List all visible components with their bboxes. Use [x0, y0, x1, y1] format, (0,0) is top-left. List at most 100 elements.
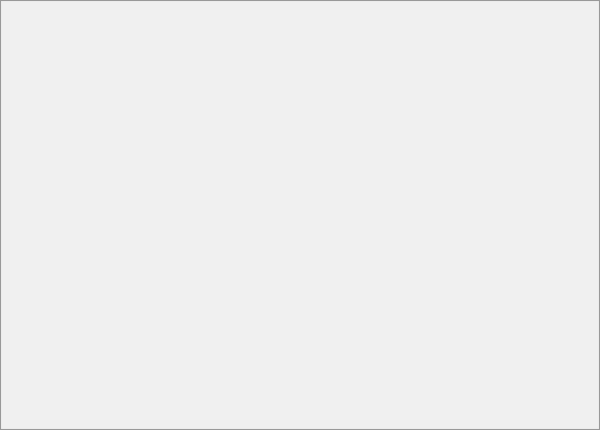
Bar — [1, 308, 581, 325]
Text: 1.070 V: 1.070 V — [393, 208, 438, 221]
Text: 1.05 W: 1.05 W — [232, 378, 274, 391]
Bar — [22, 244, 31, 253]
Text: Intel Core i3 8100: Intel Core i3 8100 — [38, 72, 143, 85]
Text: Core #2: Core #2 — [90, 310, 139, 323]
Text: 37 °C (98 °F): 37 °C (98 °F) — [232, 293, 309, 306]
Bar — [1, 393, 581, 410]
Bar — [7, 7, 23, 23]
Bar — [1, 240, 581, 257]
Text: 0.660 V: 0.660 V — [312, 208, 357, 221]
Bar — [22, 73, 34, 85]
Text: 0.662 V: 0.662 V — [232, 174, 277, 187]
Bar — [1, 274, 581, 291]
Bar — [582, 70, 600, 87]
Text: 0.665 V: 0.665 V — [232, 225, 277, 238]
Text: 0.01 W: 0.01 W — [312, 395, 353, 408]
Text: Max: Max — [393, 53, 418, 67]
Text: ▲: ▲ — [588, 74, 594, 83]
Text: 0.660 V: 0.660 V — [312, 191, 357, 204]
Bar — [1, 155, 581, 172]
Text: Uncore: Uncore — [90, 412, 131, 425]
Text: Core #0: Core #0 — [90, 276, 139, 289]
Bar — [582, 70, 600, 429]
Text: Tools: Tools — [80, 34, 109, 46]
Bar — [22, 346, 31, 355]
Bar — [583, 105, 599, 125]
Bar — [547, 2, 591, 24]
Text: 1.065 V: 1.065 V — [393, 225, 438, 238]
Bar — [1, 1, 599, 28]
Text: 36 °C (96 °F): 36 °C (96 °F) — [312, 327, 389, 340]
Text: Help: Help — [116, 34, 143, 46]
Bar — [1, 223, 581, 240]
Text: Voltages: Voltages — [52, 89, 103, 102]
Polygon shape — [39, 89, 44, 101]
Text: 0.58 W: 0.58 W — [393, 395, 434, 408]
Bar — [1, 206, 581, 223]
Text: 36 °C (96 °F): 36 °C (96 °F) — [232, 327, 309, 340]
Text: +0.000 V: +0.000 V — [232, 157, 287, 170]
Text: CPUID HWMonitor: CPUID HWMonitor — [27, 9, 139, 22]
Text: ▼: ▼ — [588, 417, 594, 426]
Text: +0.000 V: +0.000 V — [393, 140, 448, 153]
Bar — [1, 291, 581, 308]
Text: 44 °C (111 °F): 44 °C (111 °F) — [393, 259, 478, 272]
Text: 0.38 W: 0.38 W — [393, 412, 434, 425]
Text: ✕: ✕ — [563, 8, 575, 22]
Text: GT: GT — [90, 395, 106, 408]
Bar — [1, 342, 581, 359]
Text: VID #1: VID #1 — [90, 191, 131, 204]
Bar — [521, 11, 533, 21]
Text: +0.000 V: +0.000 V — [312, 157, 367, 170]
Bar — [41, 246, 43, 254]
Text: Core #1: Core #1 — [90, 293, 139, 306]
Bar — [1, 138, 581, 155]
Text: 0.23 W: 0.23 W — [312, 412, 353, 425]
Text: Package: Package — [90, 259, 139, 272]
Bar — [1, 325, 581, 342]
Text: 37 °C (98 °F): 37 °C (98 °F) — [312, 293, 389, 306]
Text: 44 °C (111 °F): 44 °C (111 °F) — [393, 276, 478, 289]
Bar — [1, 376, 581, 393]
Bar — [1, 359, 581, 376]
Text: 0.664 V: 0.664 V — [232, 208, 277, 221]
Text: 36 °C (96 °F): 36 °C (96 °F) — [312, 276, 389, 289]
Text: +0.000 V: +0.000 V — [312, 123, 367, 136]
Text: LLC/Ring Offset: LLC/Ring Offset — [90, 140, 181, 153]
Bar — [1, 121, 581, 138]
Text: 0.663 V: 0.663 V — [232, 191, 277, 204]
Text: 37 °C (98 °F): 37 °C (98 °F) — [232, 276, 309, 289]
Text: VID #2: VID #2 — [90, 208, 131, 221]
Bar — [1, 87, 581, 104]
Text: +0.000 V: +0.000 V — [232, 106, 287, 119]
Polygon shape — [10, 9, 15, 18]
Bar — [1, 189, 581, 206]
Text: 1.34 W: 1.34 W — [232, 361, 274, 374]
Bar — [24, 74, 32, 83]
Text: +0.000 V: +0.000 V — [393, 123, 448, 136]
Text: 14.85 W: 14.85 W — [393, 361, 442, 374]
Bar — [1, 50, 599, 70]
Text: 0.26 W: 0.26 W — [232, 412, 274, 425]
Text: 1.065 V: 1.065 V — [393, 174, 438, 187]
Bar — [1, 257, 581, 274]
Text: System Agent Offset: System Agent Offset — [90, 157, 212, 170]
Bar — [40, 245, 44, 254]
Bar — [1, 172, 581, 189]
Text: 44 °C (111 °F): 44 °C (111 °F) — [393, 310, 478, 323]
Text: 36 °C (96 °F): 36 °C (96 °F) — [232, 310, 309, 323]
Bar — [22, 91, 31, 100]
Circle shape — [39, 350, 45, 356]
Text: Core #3: Core #3 — [90, 327, 139, 340]
Text: 1.17 W: 1.17 W — [312, 361, 353, 374]
Text: VID #3: VID #3 — [90, 225, 131, 238]
Bar — [1, 29, 599, 50]
Circle shape — [38, 251, 46, 258]
Text: 15.01 W: 15.01 W — [393, 378, 442, 391]
Text: File: File — [14, 34, 34, 46]
Bar — [1, 70, 582, 429]
Text: +0.000 V: +0.000 V — [312, 140, 367, 153]
Bar — [1, 104, 581, 121]
Text: Sensor: Sensor — [8, 53, 49, 67]
Bar — [8, 74, 17, 83]
